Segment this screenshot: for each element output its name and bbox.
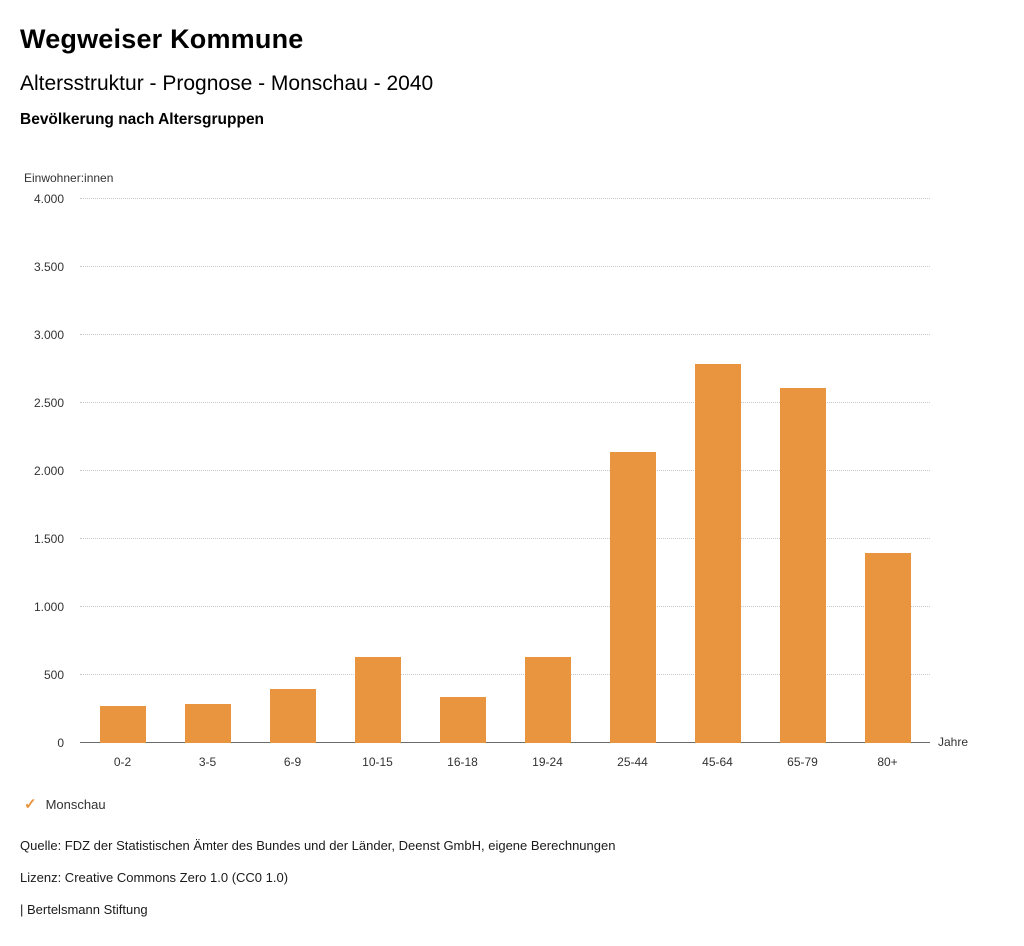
gridline (80, 470, 930, 471)
y-tick-label: 3.000 (33, 328, 64, 342)
bar-19-24[interactable] (524, 657, 571, 743)
y-tick-label: 3.500 (33, 260, 64, 274)
y-tick-label: 2.500 (33, 396, 64, 410)
y-tick-label: 1.500 (33, 532, 64, 546)
license-text: Lizenz: Creative Commons Zero 1.0 (CC0 1… (20, 870, 289, 885)
x-tick-label: 0-2 (113, 755, 132, 769)
page-title: Wegweiser Kommune (20, 24, 304, 54)
gridline (80, 606, 930, 607)
x-axis-labels: 0-2 3-5 6-9 10-15 16-18 19-24 25-44 45-64 65-79 8… (80, 755, 930, 769)
x-tick-label: 65-79 (787, 755, 818, 769)
bar-16-18[interactable] (439, 696, 486, 743)
x-axis-line (80, 742, 930, 743)
bar-25-44[interactable] (609, 451, 656, 743)
gridline (80, 266, 930, 267)
bar-6-9[interactable] (269, 688, 316, 743)
x-tick-label: 25-44 (617, 755, 648, 769)
attribution-text: | Bertelsmann Stiftung (20, 902, 148, 917)
gridline (80, 538, 930, 539)
y-tick-label: 1.000 (33, 600, 64, 614)
x-tick-label: 10-15 (362, 755, 393, 769)
bar-65-79[interactable] (779, 388, 826, 743)
legend-check-icon: ✓ (24, 796, 37, 813)
bar-0-2[interactable] (99, 706, 146, 743)
y-tick-label: 500 (43, 668, 64, 682)
page-header: Wegweiser Kommune Altersstruktur - Progn… (20, 24, 1000, 129)
x-tick-label: 3-5 (198, 755, 217, 769)
x-tick-label: 16-18 (447, 755, 478, 769)
bar-3-5[interactable] (184, 703, 231, 743)
gridline (80, 198, 930, 199)
y-tick-label: 2.000 (33, 464, 64, 478)
y-tick-label: 4.000 (33, 192, 64, 206)
bar-80+[interactable] (864, 552, 911, 743)
report-page: Wegweiser Kommune Altersstruktur - Progn… (20, 24, 1000, 917)
bar-chart: Einwohner:innen 0 500 1.000 1.500 2.000 2.500… (20, 171, 1000, 769)
legend-item-monschau[interactable]: ✓ Monschau (24, 797, 1000, 812)
source-text: Quelle: FDZ der Statistischen Ämter des … (20, 838, 616, 853)
bar-10-15[interactable] (354, 657, 401, 743)
x-tick-label: 19-24 (532, 755, 563, 769)
plot-area: 0 500 1.000 1.500 2.000 2.500 3.000 3.500 4.000 … (34, 192, 968, 750)
x-tick-label: 6-9 (283, 755, 302, 769)
x-axis-title: Jahre (938, 735, 969, 749)
y-tick-label: 0 (57, 736, 64, 750)
y-axis-title: Einwohner:innen (24, 171, 114, 185)
page-footer: Quelle: FDZ der Statistischen Ämter des … (20, 838, 1000, 917)
y-axis-labels: 0 500 1.000 1.500 2.000 2.500 3.000 3.500 4.000 (20, 192, 72, 750)
chart-heading: Bevölkerung nach Altersgruppen (20, 111, 265, 128)
gridline (80, 334, 930, 335)
x-tick-label: 45-64 (702, 755, 733, 769)
x-tick-label: 80+ (877, 755, 898, 769)
gridline (80, 674, 930, 675)
gridline (80, 402, 930, 403)
page-subtitle: Altersstruktur - Prognose - Monschau - 2… (20, 72, 434, 95)
bar-45-64[interactable] (694, 363, 741, 743)
legend-label: Monschau (45, 797, 106, 812)
